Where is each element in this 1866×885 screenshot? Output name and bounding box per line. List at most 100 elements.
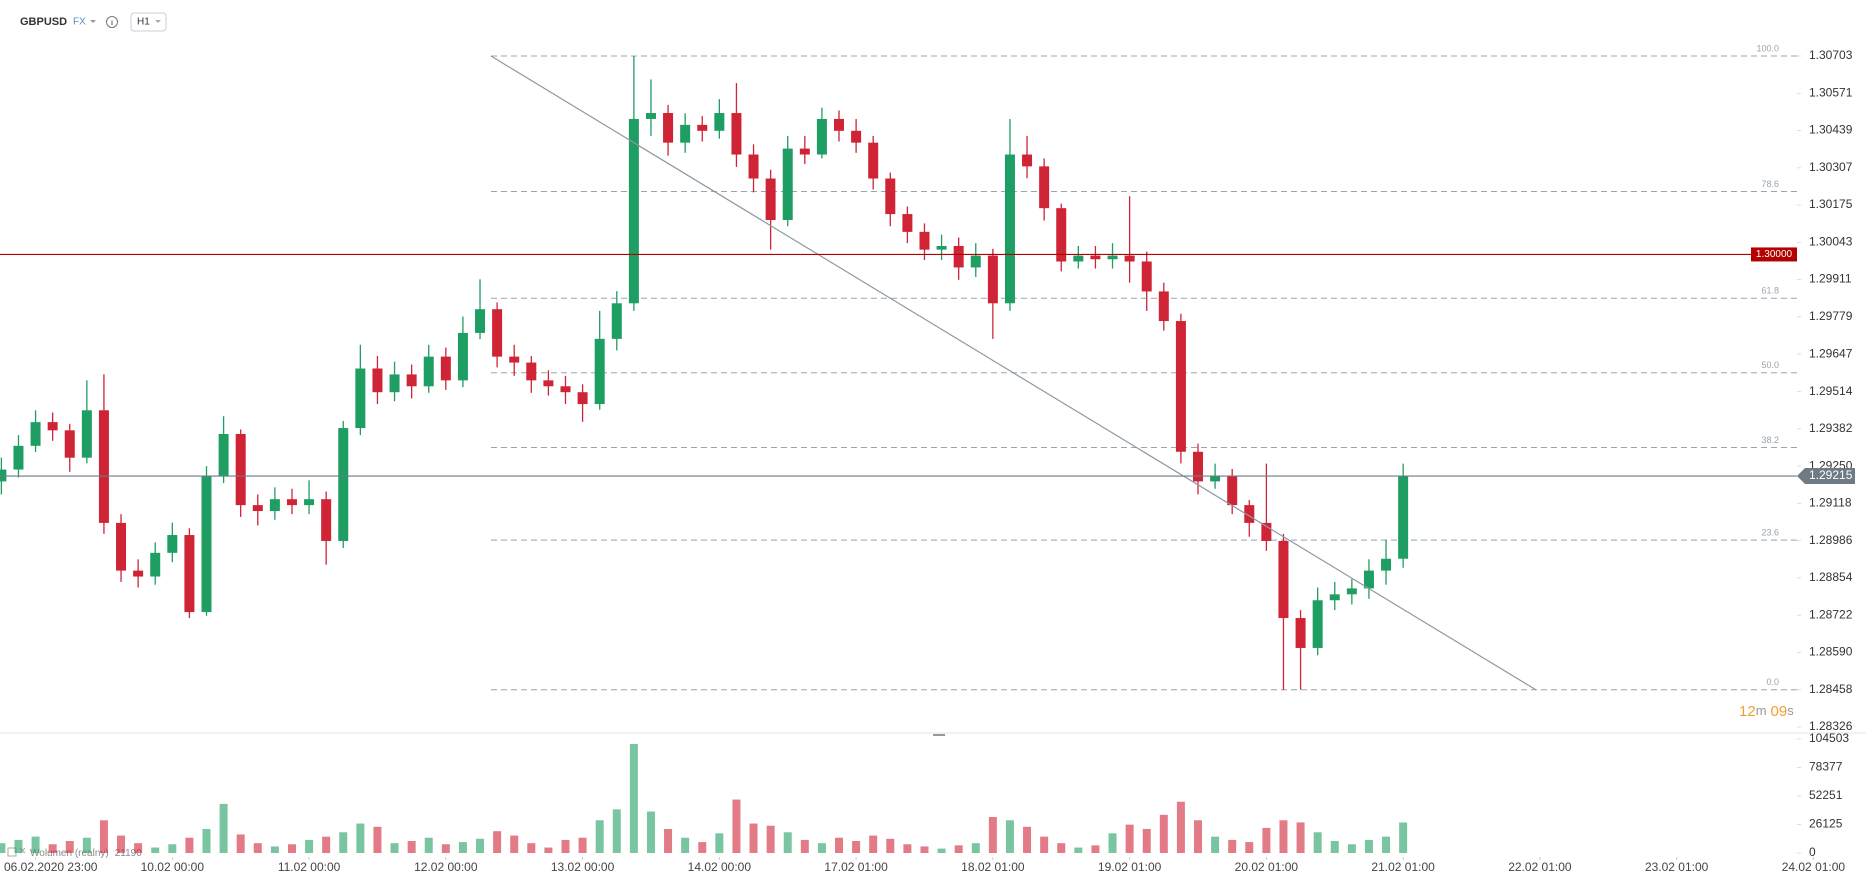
y-tick-label: 1.29647 xyxy=(1809,346,1853,360)
volume-name: Wolumen (realny) xyxy=(30,848,109,859)
volume-bar xyxy=(1211,836,1220,853)
x-tick-label: 17.02 01:00 xyxy=(824,860,888,874)
y-tick-label: 1.30703 xyxy=(1809,48,1853,62)
fib-label: 100.0 xyxy=(1756,43,1779,53)
candle-body xyxy=(680,124,691,143)
candle-body xyxy=(902,214,913,232)
countdown-unit: m xyxy=(1756,703,1767,718)
symbol[interactable]: GBPUSD xyxy=(20,16,67,28)
candle-body xyxy=(372,368,383,393)
volume-bar xyxy=(749,823,758,853)
x-tick-label: 14.02 00:00 xyxy=(688,860,752,874)
volume-bar xyxy=(920,846,929,853)
volume-bar xyxy=(1074,847,1083,853)
volume-bar xyxy=(664,829,673,853)
fib-label: 61.8 xyxy=(1761,286,1779,296)
y-tick-label: 1.30571 xyxy=(1809,85,1853,99)
y-tick-label: 104503 xyxy=(1809,731,1849,745)
y-tick-label: 1.30043 xyxy=(1809,234,1853,248)
candle-body xyxy=(167,535,178,553)
volume-bar xyxy=(253,843,262,853)
countdown-seconds: 09 xyxy=(1771,703,1788,720)
fib-label: 78.6 xyxy=(1761,179,1779,189)
y-tick-label: 1.28590 xyxy=(1809,645,1853,659)
candle-body xyxy=(1090,255,1101,260)
y-tick-label: 1.29911 xyxy=(1809,272,1852,286)
candle-body xyxy=(133,570,144,577)
fib-label: 0.0 xyxy=(1766,677,1779,687)
candle-body xyxy=(714,113,725,131)
volume-bar xyxy=(1262,827,1271,853)
y-tick-label: 0 xyxy=(1809,845,1816,859)
volume-bar xyxy=(852,841,861,853)
volume-bar xyxy=(0,843,6,853)
toolbar: GBPUSD FX H1 xyxy=(20,12,167,32)
candle-body xyxy=(389,374,400,393)
volume-bar xyxy=(971,843,980,853)
candle-body xyxy=(526,362,537,381)
volume-bar xyxy=(1040,836,1049,853)
volume-bar xyxy=(236,834,245,853)
volume-bar xyxy=(1091,845,1100,853)
volume-bar xyxy=(629,743,638,853)
volume-bar xyxy=(1176,801,1185,853)
candle-body xyxy=(30,422,41,446)
candle-body xyxy=(611,303,622,339)
candle-body xyxy=(885,178,896,215)
candle-body xyxy=(1004,154,1015,304)
volume-bar xyxy=(1005,820,1014,853)
candle-body xyxy=(201,475,212,613)
volume-bar xyxy=(99,820,108,853)
candle-body xyxy=(987,255,998,304)
candle-body xyxy=(594,338,605,405)
volume-bar xyxy=(82,837,91,853)
volume-bar xyxy=(1364,839,1373,853)
countdown: 12m 09s xyxy=(1739,703,1794,720)
x-tick-label: 06.02.2020 23:00 xyxy=(4,860,98,874)
candle-body xyxy=(286,499,297,506)
volume-bar xyxy=(561,839,570,853)
y-tick-label: 1.28854 xyxy=(1809,570,1853,584)
candle-body xyxy=(81,410,92,458)
candle-body xyxy=(816,118,827,155)
volume-bar xyxy=(937,848,946,853)
volume-bar xyxy=(458,842,467,853)
candle-body xyxy=(1175,321,1186,452)
candle-body xyxy=(543,380,554,387)
volume-bar xyxy=(14,839,23,853)
volume-bar xyxy=(578,837,587,853)
market-dropdown[interactable]: FX xyxy=(73,17,86,28)
volume-bar xyxy=(766,825,775,853)
candle-body xyxy=(1107,255,1118,260)
candle-body xyxy=(457,332,468,381)
candle-body xyxy=(184,535,195,613)
candle-body xyxy=(1363,570,1374,589)
volume-bar xyxy=(287,844,296,853)
candle-body xyxy=(252,505,263,512)
volume-bar xyxy=(783,832,792,853)
volume-bar xyxy=(356,823,365,853)
volume-bar xyxy=(681,837,690,853)
volume-bar xyxy=(441,844,450,853)
fib-label: 23.6 xyxy=(1761,527,1779,537)
interval: H1 xyxy=(137,17,150,28)
volume-bar xyxy=(903,844,912,853)
volume-bar xyxy=(1399,822,1408,853)
candle-body xyxy=(1141,261,1152,292)
candle-body xyxy=(782,148,793,221)
interval-dropdown[interactable] xyxy=(130,12,167,32)
volume-bar xyxy=(407,841,416,853)
volume-bar xyxy=(1245,842,1254,853)
volume-bar xyxy=(1125,824,1134,853)
candle-body xyxy=(1022,154,1033,167)
volume-bar xyxy=(1108,833,1117,853)
candle-body xyxy=(1039,166,1050,209)
info-icon[interactable] xyxy=(106,16,118,28)
candle-body xyxy=(1261,522,1272,541)
candle-body xyxy=(953,245,964,268)
y-tick-label: 1.29779 xyxy=(1809,309,1853,323)
candle-body xyxy=(269,499,280,512)
volume-bar xyxy=(544,847,553,853)
candle-body xyxy=(423,356,434,387)
